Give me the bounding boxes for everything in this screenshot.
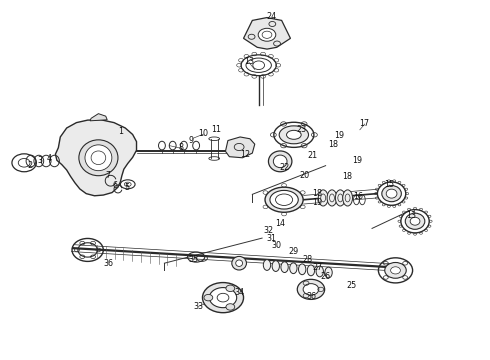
Text: 19: 19 xyxy=(312,198,322,207)
Text: 36: 36 xyxy=(306,292,316,301)
Text: 13: 13 xyxy=(406,211,416,220)
Text: 30: 30 xyxy=(272,242,282,251)
Text: 33: 33 xyxy=(194,302,203,311)
Ellipse shape xyxy=(335,190,345,206)
Text: 20: 20 xyxy=(299,171,310,180)
Ellipse shape xyxy=(279,126,309,144)
Ellipse shape xyxy=(405,213,425,229)
Circle shape xyxy=(204,294,213,301)
Text: 8: 8 xyxy=(179,143,184,152)
Circle shape xyxy=(226,285,235,292)
Circle shape xyxy=(303,284,319,295)
Circle shape xyxy=(202,283,244,313)
Text: 15: 15 xyxy=(384,180,394,189)
Ellipse shape xyxy=(316,266,323,277)
Ellipse shape xyxy=(281,262,288,273)
Text: 18: 18 xyxy=(328,140,338,149)
Ellipse shape xyxy=(410,217,420,225)
Text: 13: 13 xyxy=(244,57,254,66)
Text: 19: 19 xyxy=(352,156,363,165)
Text: 2: 2 xyxy=(27,161,32,170)
Circle shape xyxy=(258,28,276,41)
Text: 11: 11 xyxy=(211,125,220,134)
Ellipse shape xyxy=(325,267,332,278)
Text: 19: 19 xyxy=(334,131,344,140)
Ellipse shape xyxy=(270,190,298,209)
Ellipse shape xyxy=(232,256,246,270)
Text: 32: 32 xyxy=(264,226,273,235)
Text: 6: 6 xyxy=(112,181,117,190)
Text: 34: 34 xyxy=(234,288,244,297)
Circle shape xyxy=(209,288,237,308)
Ellipse shape xyxy=(343,190,352,206)
Circle shape xyxy=(226,304,235,310)
Polygon shape xyxy=(90,114,107,121)
Ellipse shape xyxy=(386,189,397,198)
Ellipse shape xyxy=(307,265,315,276)
Text: 5: 5 xyxy=(124,183,129,192)
Text: 31: 31 xyxy=(267,234,277,243)
Text: 1: 1 xyxy=(118,127,123,136)
Text: 21: 21 xyxy=(307,151,318,160)
Text: 14: 14 xyxy=(275,219,285,228)
Ellipse shape xyxy=(263,260,270,270)
Text: 35: 35 xyxy=(189,255,199,264)
Text: 16: 16 xyxy=(353,192,364,201)
Ellipse shape xyxy=(269,151,292,172)
Ellipse shape xyxy=(236,260,243,266)
Polygon shape xyxy=(55,120,137,196)
Ellipse shape xyxy=(79,140,118,176)
Ellipse shape xyxy=(273,155,287,168)
Text: 7: 7 xyxy=(106,171,111,180)
Text: 27: 27 xyxy=(312,264,322,273)
Ellipse shape xyxy=(272,261,279,271)
Ellipse shape xyxy=(290,263,297,274)
Text: 24: 24 xyxy=(267,12,277,21)
Ellipse shape xyxy=(382,185,401,202)
Ellipse shape xyxy=(298,264,306,275)
Ellipse shape xyxy=(318,190,328,206)
Ellipse shape xyxy=(327,190,337,206)
Text: 17: 17 xyxy=(360,119,370,128)
Text: 4: 4 xyxy=(47,154,52,163)
Polygon shape xyxy=(225,137,255,158)
Ellipse shape xyxy=(265,187,303,212)
Ellipse shape xyxy=(287,130,301,139)
Text: 10: 10 xyxy=(198,129,208,138)
Ellipse shape xyxy=(85,145,112,171)
Text: 25: 25 xyxy=(346,281,357,290)
Text: 22: 22 xyxy=(279,163,289,172)
Text: 18: 18 xyxy=(343,172,353,181)
Circle shape xyxy=(391,267,400,274)
Circle shape xyxy=(385,262,406,278)
Text: 9: 9 xyxy=(189,136,194,145)
Text: 18: 18 xyxy=(312,189,322,198)
Text: 26: 26 xyxy=(320,272,331,281)
Text: 36: 36 xyxy=(103,259,113,268)
Text: 3: 3 xyxy=(37,156,42,165)
Text: 28: 28 xyxy=(302,255,313,264)
Circle shape xyxy=(297,279,325,300)
Polygon shape xyxy=(244,18,291,49)
Text: 12: 12 xyxy=(240,150,250,159)
Text: 29: 29 xyxy=(289,247,299,256)
Text: 23: 23 xyxy=(296,125,306,134)
